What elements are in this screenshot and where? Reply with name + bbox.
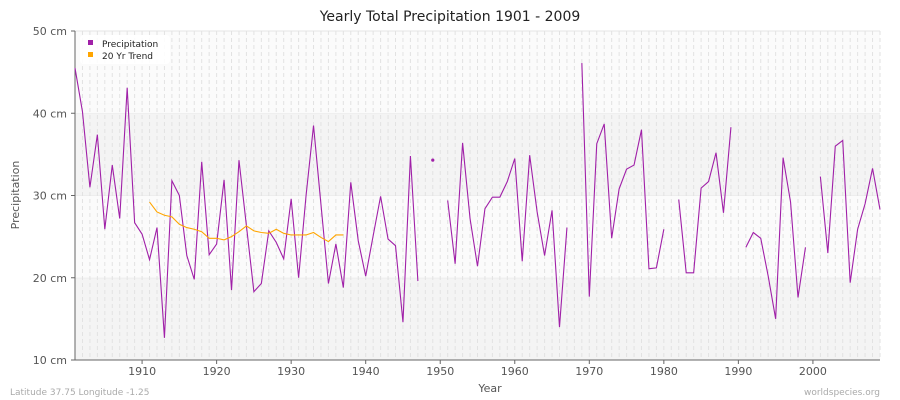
legend: Precipitation 20 Yr Trend: [80, 35, 170, 64]
y-tick-label: 30 cm: [33, 190, 67, 203]
y-tick-label: 50 cm: [33, 25, 67, 38]
legend-box: [80, 35, 170, 64]
y-tick-label: 40 cm: [33, 107, 67, 120]
legend-label-trend: 20 Yr Trend: [102, 52, 153, 62]
x-tick-label: 1930: [277, 365, 305, 378]
x-axis-label: Year: [477, 382, 502, 395]
x-tick-label: 1950: [426, 365, 454, 378]
x-tick-label: 1940: [352, 365, 380, 378]
x-tick-label: 1910: [128, 365, 156, 378]
background-band: [75, 31, 880, 114]
vertical-gridlines: [81, 31, 881, 360]
x-axis-ticks: 1910 1920 1930 1940 1950 1960 1970 1980 1990 2000: [128, 360, 827, 378]
precipitation-line: [447, 142, 568, 328]
series-group: [74, 63, 881, 338]
precipitation-line: [819, 139, 881, 283]
x-tick-label: 1980: [650, 365, 678, 378]
precipitation-line: [581, 63, 665, 297]
footer-location: Latitude 37.75 Longitude -1.25: [10, 388, 149, 398]
trend-line: [149, 201, 344, 243]
precipitation-line: [678, 127, 732, 274]
x-tick-label: 1990: [724, 365, 752, 378]
legend-swatch-precipitation: [88, 40, 93, 45]
x-tick-label: 1960: [501, 365, 529, 378]
footer-source: worldspecies.org: [804, 388, 880, 398]
y-axis-label: Precipitation: [9, 161, 22, 230]
precipitation-point: [431, 158, 435, 162]
legend-label-precipitation: Precipitation: [102, 40, 158, 50]
precipitation-line: [745, 157, 807, 319]
x-tick-label: 1920: [203, 365, 231, 378]
y-tick-label: 10 cm: [33, 354, 67, 367]
x-tick-label: 1970: [575, 365, 603, 378]
chart-title: Yearly Total Precipitation 1901 - 2009: [319, 9, 581, 25]
x-tick-label: 2000: [799, 365, 827, 378]
legend-swatch-trend: [88, 52, 93, 57]
y-axis-ticks: 10 cm 20 cm 30 cm 40 cm 50 cm: [33, 25, 75, 367]
y-tick-label: 20 cm: [33, 272, 67, 285]
